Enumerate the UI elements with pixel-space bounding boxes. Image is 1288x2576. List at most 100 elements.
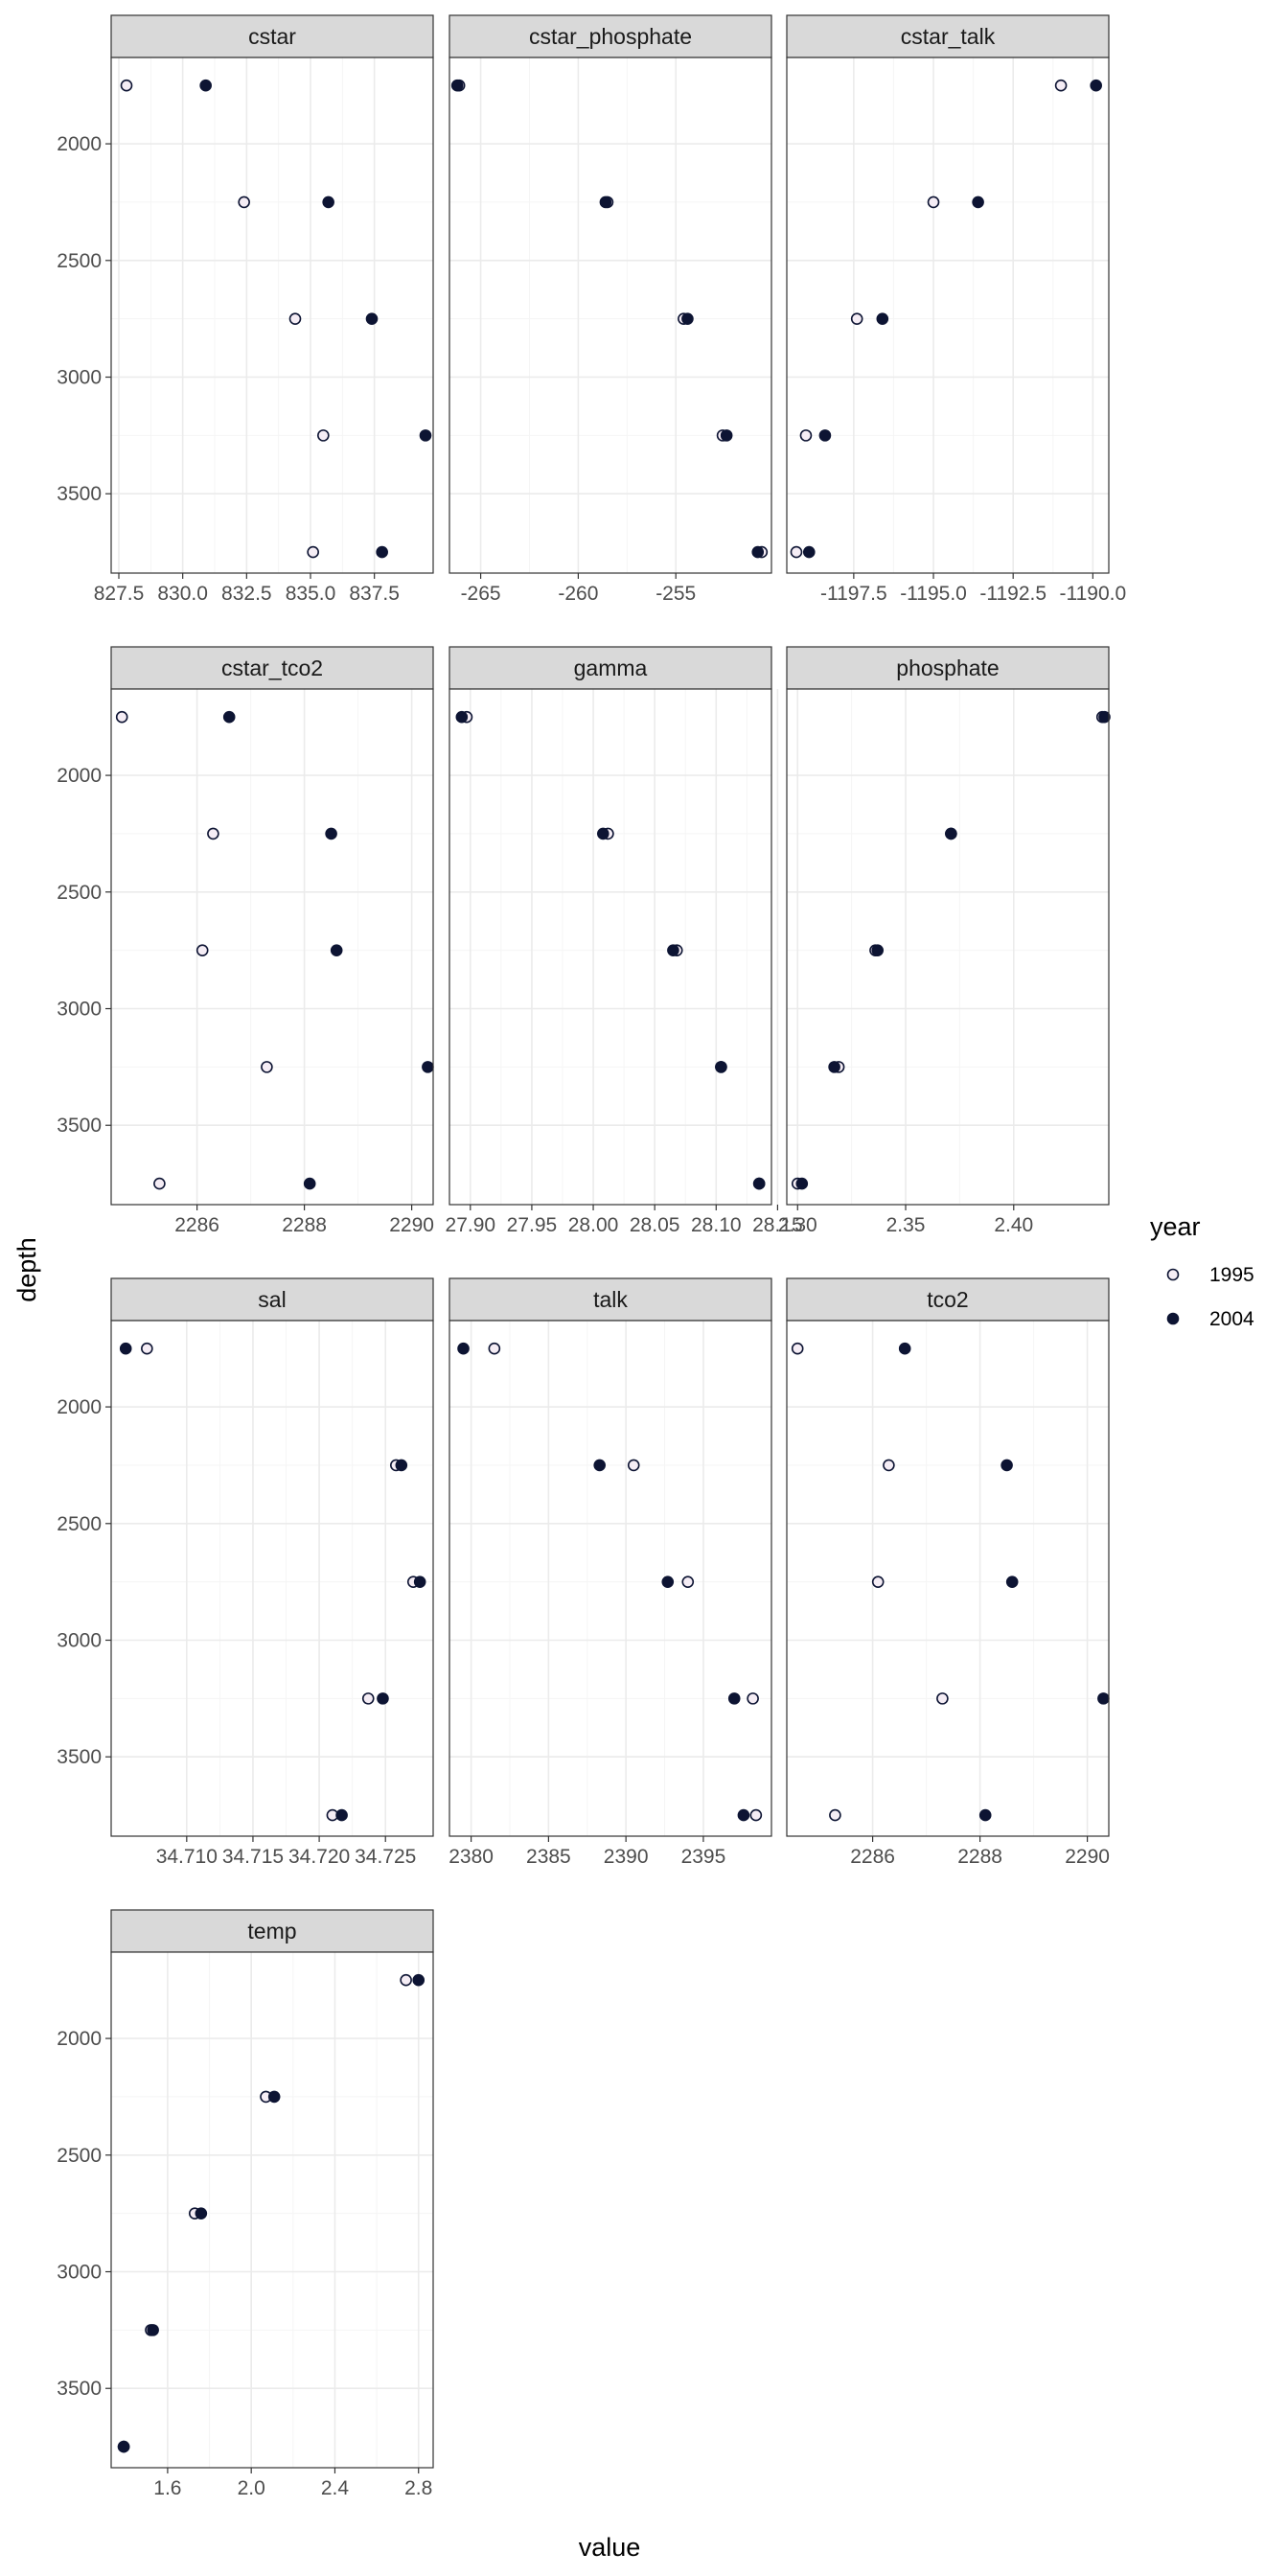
y-tick-label: 2000 [57, 765, 102, 787]
data-point-2004 [715, 1061, 727, 1073]
data-point-1995 [400, 1973, 412, 1987]
data-point-2004 [972, 196, 984, 209]
x-tick-label: 2.30 [778, 1214, 817, 1236]
data-point-2004 [455, 710, 469, 724]
data-point-2004 [457, 1342, 470, 1355]
data-point-1995 [791, 1342, 804, 1355]
data-point-1995 [749, 1808, 763, 1822]
data-point-1995 [850, 312, 863, 325]
x-tick-label: 28.00 [568, 1214, 619, 1236]
y-tick-label: 3000 [57, 367, 102, 389]
panel-background [111, 58, 433, 573]
y-tick-label: 3500 [57, 2378, 102, 2400]
panel-background [449, 58, 771, 573]
data-point-2004 [335, 1808, 348, 1822]
data-point-1995 [627, 1459, 640, 1472]
panel-border [786, 688, 1110, 1206]
data-point-1995 [681, 1576, 695, 1588]
data-point-2004 [871, 944, 885, 956]
panel-background [449, 1321, 771, 1836]
data-point-2004 [802, 545, 816, 559]
facet-strip [448, 1277, 772, 1322]
x-tick-label: 832.5 [221, 583, 272, 605]
x-tick-label: 34.720 [288, 1846, 350, 1868]
data-point-1995 [153, 1177, 166, 1190]
panel-border [448, 688, 772, 1206]
legend: year 1995 2004 [1150, 1212, 1254, 1330]
panel-border [110, 1320, 434, 1837]
x-tick-label: -1192.5 [979, 583, 1046, 605]
legend-entries: 1995 2004 [1166, 1264, 1254, 1330]
data-point-1995 [747, 1692, 759, 1705]
data-point-2004 [898, 1342, 911, 1355]
data-point-2004 [727, 1692, 741, 1705]
facet-strip [110, 1277, 434, 1322]
data-point-2004 [1097, 1692, 1110, 1705]
data-point-1995 [288, 312, 302, 325]
x-tick-label: -255 [656, 583, 696, 605]
data-point-1995 [115, 710, 128, 724]
data-point-2004 [597, 827, 610, 840]
y-tick-label: 2500 [57, 1513, 102, 1535]
data-point-2004 [195, 2207, 208, 2220]
x-tick-label: 34.710 [156, 1846, 218, 1868]
y-tick-label: 2000 [57, 133, 102, 155]
facet-panel-talk: talk 2380 2385 2390 2395 [448, 1277, 772, 1868]
data-point-2004 [1098, 710, 1111, 724]
data-point-2004 [720, 429, 733, 442]
x-tick-label: 2.0 [238, 2477, 265, 2499]
data-point-1995 [799, 429, 813, 442]
data-point-1995 [488, 1342, 501, 1355]
legend-title: year [1150, 1212, 1201, 1241]
x-tick-label: 2286 [850, 1846, 895, 1868]
data-point-1995 [120, 79, 133, 92]
facet-panel-temp: temp 1.6 2.0 2.4 2.8 2000 2500 3000 3500 [57, 1909, 434, 2499]
facet-strip [786, 14, 1110, 58]
data-point-2004 [117, 2440, 130, 2453]
x-tick-label: 835.0 [286, 583, 336, 605]
facet-strip-label: tco2 [927, 1287, 968, 1312]
legend-label-1995: 1995 [1209, 1264, 1254, 1286]
data-point-1995 [141, 1342, 153, 1355]
data-point-1995 [207, 827, 219, 840]
facet-panel-sal: sal 34.710 34.715 34.720 34.725 2000 2500 3000 3… [57, 1277, 434, 1868]
facet-panel-gamma: gamma 27.90 27.95 28.00 28.05 28.10 28.15 [446, 646, 803, 1236]
facet-strip [448, 14, 772, 58]
data-point-2004 [147, 2324, 159, 2336]
x-tick-label: 2.4 [321, 2477, 350, 2499]
x-tick-label: 837.5 [349, 583, 400, 605]
facet-strip-label: talk [593, 1287, 628, 1312]
facet-strip-label: sal [258, 1287, 286, 1312]
data-point-2004 [1005, 1576, 1019, 1588]
facet-strip-label: cstar [248, 24, 296, 49]
x-tick-label: -1195.0 [900, 583, 967, 605]
facet-panel-cstar: cstar 827.5 830.0 832.5 835.0 837.5 2000 2500 30… [57, 14, 434, 605]
y-tick-label: 3500 [57, 1115, 102, 1137]
facet-strip [448, 646, 772, 690]
x-tick-label: 1.6 [153, 2477, 181, 2499]
y-tick-label: 2000 [57, 2028, 102, 2050]
x-tick-label: 2.35 [886, 1214, 926, 1236]
x-tick-label: 2390 [604, 1846, 649, 1868]
facet-strip-label: phosphate [896, 656, 999, 680]
x-tick-label: 34.715 [222, 1846, 284, 1868]
x-tick-label: 2.8 [404, 2477, 432, 2499]
panel-background [111, 1952, 433, 2468]
x-tick-label: 2380 [448, 1846, 494, 1868]
x-tick-label: 2290 [1065, 1846, 1110, 1868]
data-point-1995 [883, 1459, 895, 1472]
facet-panel-phosphate: phosphate 2.30 2.35 2.40 [778, 646, 1111, 1236]
x-tick-label: 27.90 [446, 1214, 496, 1236]
panel-background [787, 58, 1109, 573]
x-tick-label: 2288 [282, 1214, 327, 1236]
panel-background [787, 689, 1109, 1205]
x-axis-title: value [579, 2533, 641, 2562]
facet-strip-label: gamma [574, 656, 648, 680]
legend-key-1995 [1166, 1268, 1180, 1281]
data-point-1995 [829, 1808, 841, 1822]
data-point-2004 [795, 1177, 809, 1190]
data-point-2004 [828, 1061, 840, 1073]
panel-border [110, 688, 434, 1206]
data-point-1995 [361, 1692, 375, 1705]
facet-strip-label: temp [247, 1919, 296, 1944]
